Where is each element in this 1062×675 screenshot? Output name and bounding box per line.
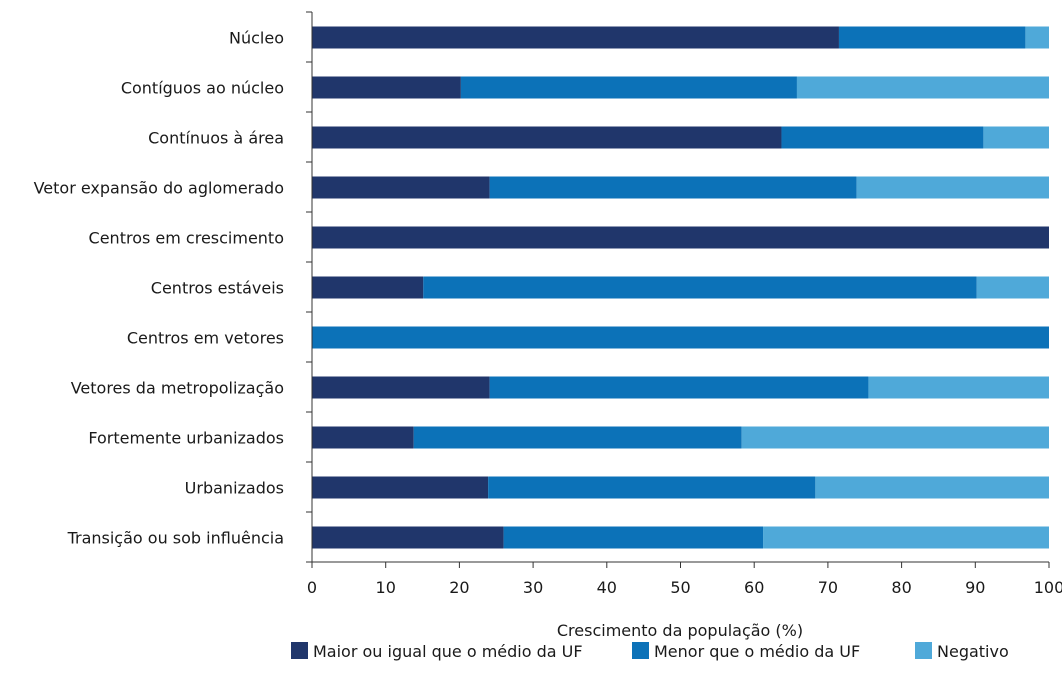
- bar-segment-9-series-1: [312, 426, 414, 449]
- bar-segment-3-series-2: [781, 126, 984, 149]
- bar-segment-6-series-3: [976, 276, 1049, 299]
- bar-segment-2-series-3: [796, 76, 1049, 99]
- bar-segment-8-series-2: [489, 376, 869, 399]
- category-label: Contínuos à área: [148, 129, 284, 148]
- bar-segment-3-series-1: [312, 126, 782, 149]
- bar-segment-6-series-2: [423, 276, 977, 299]
- category-label: Fortemente urbanizados: [88, 429, 284, 448]
- bar-segment-9-series-2: [413, 426, 742, 449]
- category-label: Centros em crescimento: [89, 229, 284, 248]
- bar-segment-8-series-1: [312, 376, 490, 399]
- x-axis-title: Crescimento da população (%): [557, 621, 803, 640]
- bar-segment-2-series-1: [312, 76, 461, 99]
- bar-segment-5-series-1: [312, 226, 1049, 249]
- bar-segment-11-series-1: [312, 526, 504, 549]
- x-tick-labels: 0 10 20 30 40 50 60 70 80 90 100: [307, 578, 1062, 597]
- bars-group: [312, 26, 1049, 549]
- bar-segment-11-series-3: [763, 526, 1049, 549]
- category-label: Centros em vetores: [127, 329, 284, 348]
- legend-swatch-2: [632, 642, 649, 659]
- bar-segment-1-series-2: [838, 26, 1026, 49]
- bar-segment-11-series-2: [503, 526, 764, 549]
- bar-segment-10-series-1: [312, 476, 489, 499]
- bar-segment-1-series-3: [1025, 26, 1049, 49]
- bar-segment-9-series-3: [741, 426, 1049, 449]
- category-label: Vetor expansão do aglomerado: [34, 179, 284, 198]
- legend-label-3: Negativo: [937, 642, 1009, 661]
- category-label: Vetores da metropolização: [71, 379, 284, 398]
- x-tick-label: 90: [965, 578, 985, 597]
- category-label: Contíguos ao núcleo: [121, 79, 284, 98]
- bar-segment-4-series-1: [312, 176, 490, 199]
- bar-segment-10-series-2: [488, 476, 816, 499]
- x-tick-label: 80: [891, 578, 911, 597]
- legend: Maior ou igual que o médio da UF Menor qu…: [291, 642, 1009, 661]
- category-labels: Núcleo Contíguos ao núcleo Contínuos à áre…: [34, 29, 284, 548]
- x-tick-label: 40: [597, 578, 617, 597]
- category-label: Centros estáveis: [151, 279, 284, 298]
- x-tick-label: 10: [376, 578, 396, 597]
- bar-segment-1-series-1: [312, 26, 839, 49]
- x-tick-label: 60: [744, 578, 764, 597]
- legend-label-1: Maior ou igual que o médio da UF: [313, 642, 583, 661]
- bar-segment-2-series-2: [460, 76, 797, 99]
- category-label: Urbanizados: [185, 479, 284, 498]
- bar-segment-6-series-1: [312, 276, 424, 299]
- legend-label-2: Menor que o médio da UF: [654, 642, 860, 661]
- x-tick-label: 0: [307, 578, 317, 597]
- legend-swatch-1: [291, 642, 308, 659]
- category-label: Transição ou sob influência: [67, 529, 284, 548]
- x-tick-label: 70: [818, 578, 838, 597]
- bar-segment-8-series-3: [868, 376, 1049, 399]
- x-tick-label: 50: [670, 578, 690, 597]
- bar-segment-10-series-3: [815, 476, 1049, 499]
- category-label: Núcleo: [229, 29, 284, 48]
- legend-swatch-3: [915, 642, 932, 659]
- x-tick-label: 100: [1034, 578, 1062, 597]
- bar-segment-3-series-3: [983, 126, 1049, 149]
- x-tick-label: 20: [449, 578, 469, 597]
- bar-segment-7-series-2: [312, 326, 1049, 349]
- bar-segment-4-series-2: [489, 176, 857, 199]
- bar-segment-4-series-3: [856, 176, 1049, 199]
- x-tick-label: 30: [523, 578, 543, 597]
- axes-group: [306, 11, 1050, 568]
